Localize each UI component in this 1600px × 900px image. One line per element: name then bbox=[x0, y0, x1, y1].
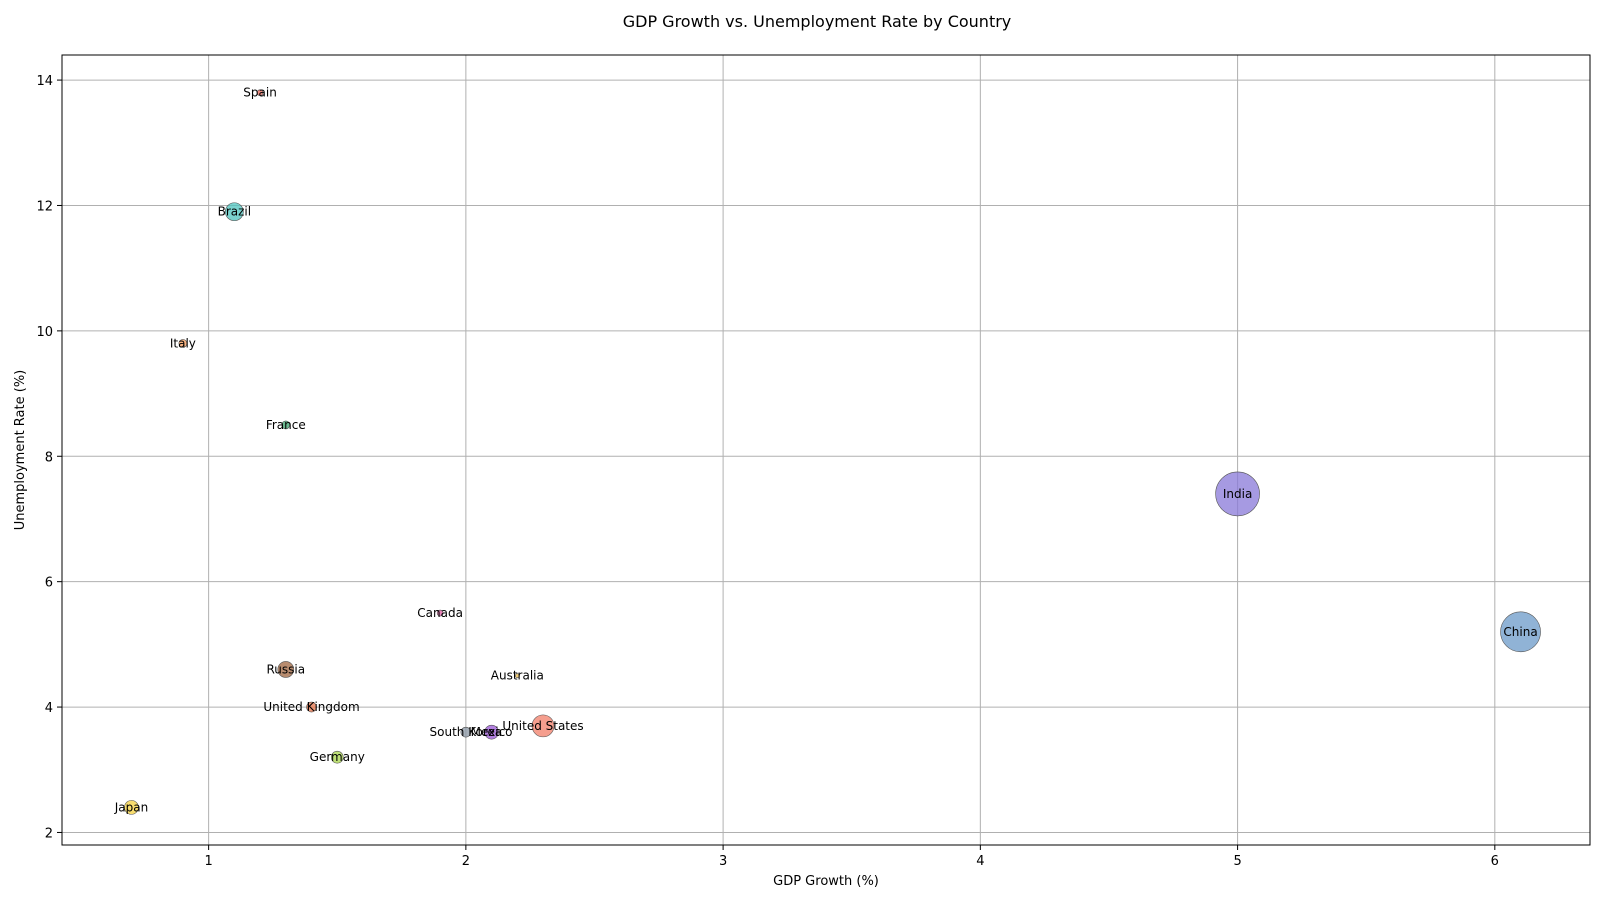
point-labels: Spain Brazil Italy France India China Canada Ru… bbox=[114, 86, 1538, 815]
point-label: Germany bbox=[310, 750, 365, 764]
point-label: Mexico bbox=[471, 725, 513, 739]
bubble-france bbox=[281, 420, 291, 430]
bubble-india bbox=[1215, 471, 1260, 517]
chart-title: GDP Growth vs. Unemployment Rate by Coun… bbox=[623, 12, 1012, 31]
point-label: India bbox=[1223, 487, 1252, 501]
bubble-canada bbox=[436, 609, 444, 617]
bubble-germany bbox=[330, 750, 344, 764]
bubble-brazil bbox=[225, 202, 244, 222]
x-tick-label: 4 bbox=[976, 854, 984, 869]
y-tick-label: 6 bbox=[45, 576, 53, 591]
bubble-russia bbox=[277, 661, 295, 678]
point-label: United States bbox=[502, 719, 583, 733]
bubble-united-states bbox=[531, 714, 555, 738]
point-label: South Korea bbox=[430, 725, 503, 739]
bubble-spain bbox=[256, 89, 264, 96]
y-tick-label: 2 bbox=[45, 826, 53, 841]
x-tick-label: 5 bbox=[1233, 854, 1241, 869]
point-label: Australia bbox=[491, 669, 544, 683]
y-tick-label: 14 bbox=[36, 74, 53, 89]
bubble-italy bbox=[178, 339, 188, 348]
y-tick-label: 8 bbox=[45, 450, 53, 465]
point-label: United Kingdom bbox=[263, 700, 359, 714]
point-label: Brazil bbox=[218, 205, 252, 219]
bubble-mexico bbox=[484, 724, 499, 740]
bubbles bbox=[124, 89, 1541, 815]
y-axis-label: Unemployment Rate (%) bbox=[13, 370, 28, 531]
point-label: Spain bbox=[243, 86, 277, 100]
bubble-australia bbox=[515, 673, 520, 679]
y-tick-label: 10 bbox=[36, 325, 53, 340]
point-label: Japan bbox=[114, 800, 148, 814]
y-tick-label: 4 bbox=[45, 701, 53, 716]
bubble-united-kingdom bbox=[306, 701, 317, 713]
x-tick-label: 2 bbox=[462, 854, 470, 869]
point-label: France bbox=[266, 418, 306, 432]
point-label: China bbox=[1503, 625, 1537, 639]
grid bbox=[62, 55, 1590, 845]
bubble-japan bbox=[124, 800, 139, 815]
point-label: Canada bbox=[417, 606, 463, 620]
x-tick-label: 1 bbox=[204, 854, 212, 869]
bubble-south-korea bbox=[460, 726, 472, 738]
point-label: Italy bbox=[170, 336, 196, 350]
point-label: Russia bbox=[266, 662, 305, 676]
y-tick-label: 12 bbox=[36, 199, 53, 214]
plot-frame bbox=[61, 54, 1591, 846]
x-tick-label: 3 bbox=[719, 854, 727, 869]
x-tick-label: 6 bbox=[1491, 854, 1499, 869]
x-axis-label: GDP Growth (%) bbox=[773, 874, 879, 889]
bubble-china bbox=[1500, 611, 1541, 653]
